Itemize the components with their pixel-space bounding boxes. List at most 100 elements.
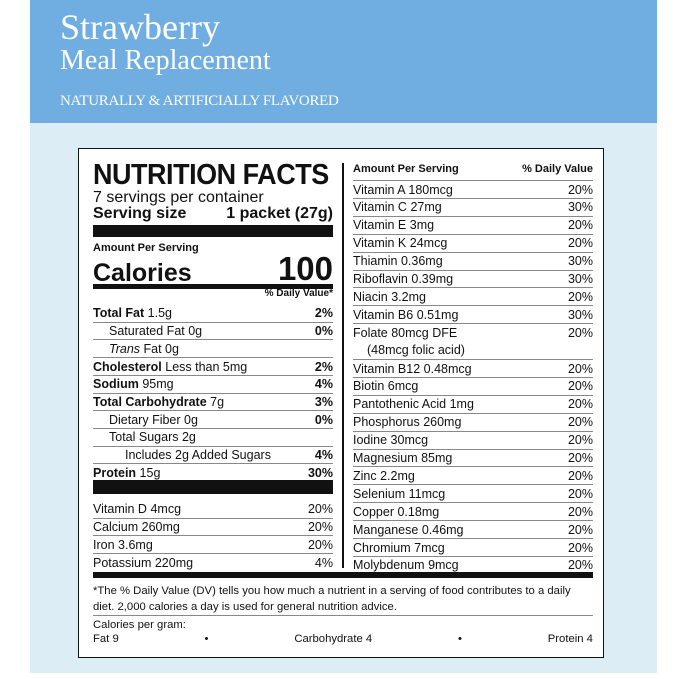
thick-divider <box>93 225 333 237</box>
nutrient-row: Saturated Fat 0g 0% <box>93 321 333 340</box>
nutrient-amount: 2.2mg <box>380 468 415 483</box>
nutrient-name: Vitamin B12 <box>353 361 421 376</box>
serving-size: Serving size 1 packet (27g) <box>93 205 333 223</box>
nutrient-row: Phosphorus 260mg 20% <box>353 412 593 431</box>
nutrient-row: Vitamin C 27mg 30% <box>353 197 593 216</box>
nutrient-amount: Less than 5mg <box>165 359 248 374</box>
nutrient-name: Total Sugars <box>109 430 179 445</box>
nutrient-amount: 0.18mg <box>397 504 440 519</box>
nutrient-amount: 180mcg <box>408 182 453 197</box>
nutrient-row: Niacin 3.2mg 20% <box>353 287 593 305</box>
nutrient-name: Pantothenic Acid <box>353 397 447 412</box>
nutrient-amount: 220mg <box>154 555 194 570</box>
daily-value: 20% <box>567 468 593 483</box>
nutrient-row: Iodine 30mcg 20% <box>353 430 593 449</box>
nutrient-amount: 0g <box>184 412 198 427</box>
nutrient-name: Vitamin A <box>353 182 405 197</box>
nutrient-row: Potassium 220mg 4% <box>93 553 333 571</box>
nutrient-name: Total Carbohydrate <box>93 395 207 409</box>
nutrient-name: Selenium <box>353 486 406 501</box>
daily-value: 20% <box>567 558 593 573</box>
nutrient-name: Saturated Fat <box>109 324 185 339</box>
daily-value: 30% <box>567 272 593 286</box>
daily-value: 2% <box>314 306 333 320</box>
nutrient-row: Vitamin E 3mg 20% <box>353 215 593 234</box>
nutrient-amount: 0g <box>188 324 203 339</box>
daily-value: 20% <box>567 433 593 448</box>
nutrient-amount: 260mg <box>141 520 180 535</box>
product-title: Meal Replacement <box>60 45 271 76</box>
carbohydrate-calories: Carbohydrate 4 <box>294 633 373 645</box>
header-band <box>30 0 657 123</box>
nutrient-name: Sodium <box>93 377 139 392</box>
servings-per-container: 7 servings per container <box>93 189 264 206</box>
thick-divider <box>93 572 593 578</box>
amount-per-serving: Amount Per Serving <box>93 242 199 254</box>
daily-value: 20% <box>567 236 593 251</box>
nutrient-name: Folate <box>353 325 388 340</box>
nutrient-amount: 260mg <box>423 415 462 430</box>
daily-value: 30% <box>567 254 593 269</box>
nutrient-row: Copper 0.18mg 20% <box>353 502 593 520</box>
nutrient-amount: 3.6mg <box>118 537 153 552</box>
nutrient-amount: 24mcg <box>409 236 448 251</box>
flavor-title: Strawberry <box>60 7 220 47</box>
nutrient-name: Molybdenum <box>353 558 425 573</box>
nutrient-amount: 27mg <box>410 200 442 215</box>
nutrient-row: Vitamin A 180mcg 20% <box>353 180 593 198</box>
daily-value: 30% <box>307 465 333 480</box>
nutrient-amount: 30mcg <box>390 433 429 448</box>
nutrient-name: Iodine <box>353 433 388 448</box>
nutrient-name: Biotin <box>353 379 385 394</box>
nutrient-row: Vitamin B12 0.48mcg 20% <box>353 359 593 377</box>
right-column-header: Amount Per Serving % Daily Value <box>353 163 593 175</box>
nutrient-name: Manganese <box>353 522 419 537</box>
nutrient-amount: 85mg <box>421 451 453 465</box>
daily-value: 20% <box>567 504 593 519</box>
nutrient-row: Vitamin B6 0.51mg 30% <box>353 305 593 323</box>
nutrient-amount: 0.48mcg <box>423 361 472 376</box>
nutrient-row: Pantothenic Acid 1mg 20% <box>353 394 593 413</box>
footnote: *The % Daily Value (DV) tells you how mu… <box>93 585 571 613</box>
nutrient-row: Molybdenum 9mcg 20% <box>353 555 593 574</box>
nutrient-name: Dietary Fiber <box>109 412 181 427</box>
nutrient-row: Vitamin K 24mcg 20% <box>353 233 593 252</box>
thick-divider <box>93 480 333 494</box>
nutrient-name: Vitamin C <box>353 200 407 215</box>
nutrient-name: Zinc <box>353 468 377 483</box>
flavoring-note: NATURALLY & ARTIFICIALLY FLAVORED <box>60 93 339 109</box>
nutrient-amount: 11mcg <box>408 486 446 501</box>
nutrient-name: Niacin <box>353 289 388 304</box>
daily-value: 20% <box>567 522 593 537</box>
nutrient-amount: 3.2mg <box>391 289 426 304</box>
nutrient-amount: 7g <box>210 395 225 409</box>
serving-size-value: 1 packet (27g) <box>226 205 333 222</box>
daily-value-header: % Daily Value* <box>264 288 333 299</box>
daily-value: 20% <box>567 540 593 555</box>
nutrient-name: Includes 2g Added Sugars <box>125 448 271 463</box>
nutrient-row: Thiamin 0.36mg 30% <box>353 251 593 270</box>
nutrient-row: (48mcg folic acid) <box>353 341 593 359</box>
nutrient-name: Total Fat <box>93 306 145 320</box>
daily-value: 20% <box>567 361 593 376</box>
nutrient-amount: 9mcg <box>428 558 459 573</box>
nutrient-amount: 4mcg <box>150 502 182 516</box>
dv-header: % Daily Value <box>522 163 593 175</box>
nutrient-amount: 6mcg <box>387 379 419 394</box>
nutrient-name: Magnesium <box>353 451 418 465</box>
daily-value: 4% <box>314 448 333 463</box>
nutrient-name: Potassium <box>93 555 152 570</box>
daily-value: 4% <box>314 555 333 570</box>
daily-value: 20% <box>567 379 593 394</box>
daily-value: 20% <box>307 520 333 535</box>
nutrient-row: Dietary Fiber 0g 0% <box>93 410 333 428</box>
nutrient-row: Manganese 0.46mg 20% <box>353 520 593 538</box>
nutrient-row: Selenium 11mcg 20% <box>353 484 593 502</box>
daily-value: 20% <box>567 325 593 340</box>
nutrient-row: Zinc 2.2mg 20% <box>353 466 593 484</box>
nutrient-name: Vitamin K <box>353 236 407 251</box>
nutrient-row: Includes 2g Added Sugars 4% <box>93 445 333 464</box>
nutrient-amount: Fat 0g <box>143 341 179 356</box>
daily-value: 20% <box>307 502 333 516</box>
nutrient-row: Riboflavin 0.39mg 30% <box>353 269 593 288</box>
